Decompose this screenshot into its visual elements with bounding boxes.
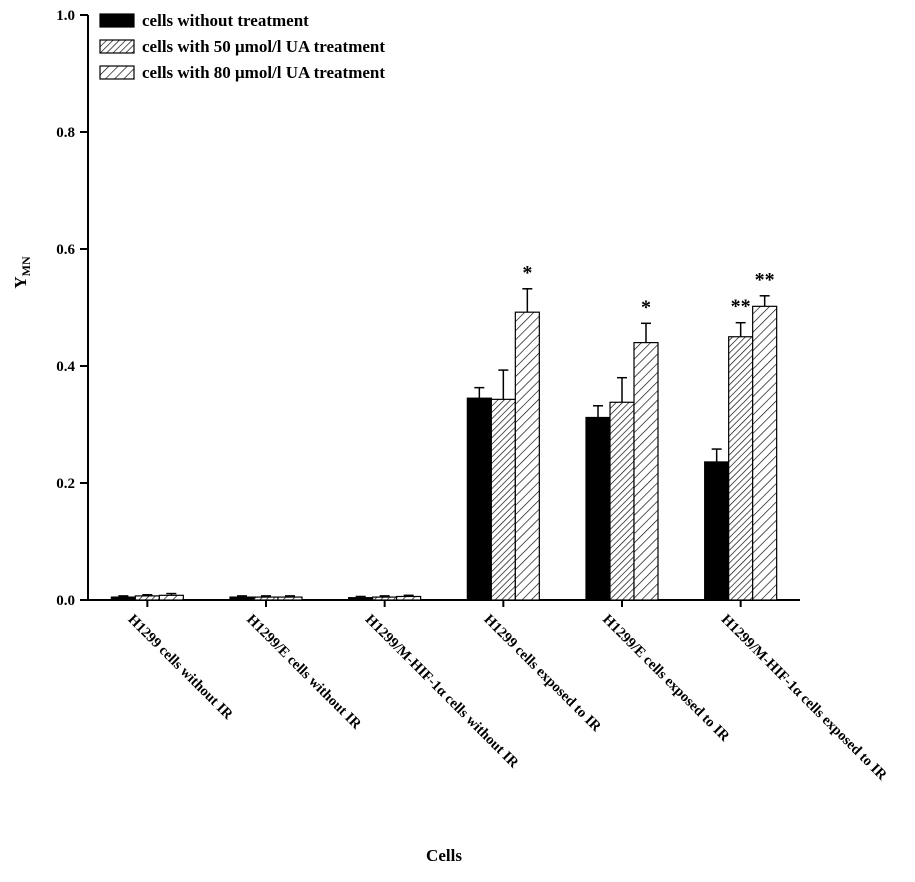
- svg-text:H1299/E cells without IR: H1299/E cells without IR: [243, 612, 364, 733]
- svg-text:H1299 cells without IR: H1299 cells without IR: [125, 612, 237, 724]
- svg-text:H1299 cells exposed to IR: H1299 cells exposed to IR: [481, 612, 605, 736]
- svg-text:YMN: YMN: [11, 256, 33, 289]
- svg-text:0.0: 0.0: [56, 593, 75, 609]
- svg-text:0.8: 0.8: [56, 125, 75, 141]
- svg-text:cells with 80 μmol/l UA treatm: cells with 80 μmol/l UA treatment: [142, 63, 385, 82]
- svg-text:**: **: [755, 269, 775, 291]
- svg-text:**: **: [731, 296, 751, 318]
- svg-text:cells without treatment: cells without treatment: [142, 11, 309, 30]
- svg-text:0.2: 0.2: [56, 476, 75, 492]
- svg-text:H1299/M-HIF-1α cells exposed t: H1299/M-HIF-1α cells exposed to IR: [718, 612, 890, 784]
- svg-text:*: *: [641, 296, 651, 318]
- svg-text:H1299/E cells exposed to IR: H1299/E cells exposed to IR: [599, 612, 733, 746]
- svg-text:1.0: 1.0: [56, 8, 75, 24]
- svg-text:0.4: 0.4: [56, 359, 75, 375]
- svg-text:cells with 50 μmol/l UA treatm: cells with 50 μmol/l UA treatment: [142, 37, 385, 56]
- x-axis-title: Cells: [426, 846, 462, 865]
- svg-text:*: *: [522, 262, 532, 284]
- svg-text:0.6: 0.6: [56, 242, 75, 258]
